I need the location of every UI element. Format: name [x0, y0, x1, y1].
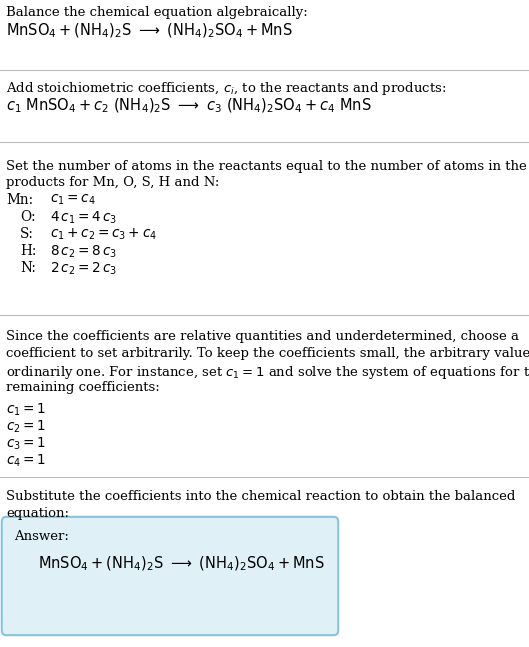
Text: Set the number of atoms in the reactants equal to the number of atoms in the: Set the number of atoms in the reactants… [6, 160, 527, 173]
Text: $c_1 + c_2 = c_3 + c_4$: $c_1 + c_2 = c_3 + c_4$ [50, 227, 157, 243]
Text: $c_2 = 1$: $c_2 = 1$ [6, 419, 46, 435]
Text: $c_3 = 1$: $c_3 = 1$ [6, 436, 46, 452]
Text: coefficient to set arbitrarily. To keep the coefficients small, the arbitrary va: coefficient to set arbitrarily. To keep … [6, 347, 529, 360]
Text: Since the coefficients are relative quantities and underdetermined, choose a: Since the coefficients are relative quan… [6, 330, 519, 343]
Text: $2\,c_2 = 2\,c_3$: $2\,c_2 = 2\,c_3$ [50, 261, 117, 278]
Text: $c_1 = c_4$: $c_1 = c_4$ [50, 193, 96, 208]
FancyBboxPatch shape [2, 517, 338, 635]
Text: products for Mn, O, S, H and N:: products for Mn, O, S, H and N: [6, 176, 220, 189]
Text: Add stoichiometric coefficients, $c_i$, to the reactants and products:: Add stoichiometric coefficients, $c_i$, … [6, 80, 446, 97]
Text: $4\,c_1 = 4\,c_3$: $4\,c_1 = 4\,c_3$ [50, 210, 117, 226]
Text: $c_1\ \mathrm{MnSO_4} + c_2\ \mathrm{(NH_4)_2S} \ \longrightarrow \ c_3\ \mathrm: $c_1\ \mathrm{MnSO_4} + c_2\ \mathrm{(NH… [6, 97, 372, 115]
Text: $\mathrm{MnSO_4 + (NH_4)_2S \ \longrightarrow \ (NH_4)_2SO_4 + MnS}$: $\mathrm{MnSO_4 + (NH_4)_2S \ \longright… [38, 555, 325, 573]
Text: Substitute the coefficients into the chemical reaction to obtain the balanced: Substitute the coefficients into the che… [6, 490, 515, 503]
Text: S:: S: [20, 227, 34, 241]
Text: Balance the chemical equation algebraically:: Balance the chemical equation algebraica… [6, 6, 308, 19]
Text: Mn:: Mn: [6, 193, 33, 207]
Text: $c_4 = 1$: $c_4 = 1$ [6, 453, 46, 470]
Text: $\mathrm{MnSO_4 + (NH_4)_2S \ \longrightarrow \ (NH_4)_2SO_4 + MnS}$: $\mathrm{MnSO_4 + (NH_4)_2S \ \longright… [6, 22, 293, 40]
Text: ordinarily one. For instance, set $c_1 = 1$ and solve the system of equations fo: ordinarily one. For instance, set $c_1 =… [6, 364, 529, 381]
Text: remaining coefficients:: remaining coefficients: [6, 381, 160, 394]
Text: N:: N: [20, 261, 36, 275]
Text: Answer:: Answer: [14, 530, 69, 543]
Text: $c_1 = 1$: $c_1 = 1$ [6, 402, 46, 419]
Text: O:: O: [20, 210, 35, 224]
Text: equation:: equation: [6, 507, 69, 520]
Text: $8\,c_2 = 8\,c_3$: $8\,c_2 = 8\,c_3$ [50, 244, 117, 260]
Text: H:: H: [20, 244, 37, 258]
